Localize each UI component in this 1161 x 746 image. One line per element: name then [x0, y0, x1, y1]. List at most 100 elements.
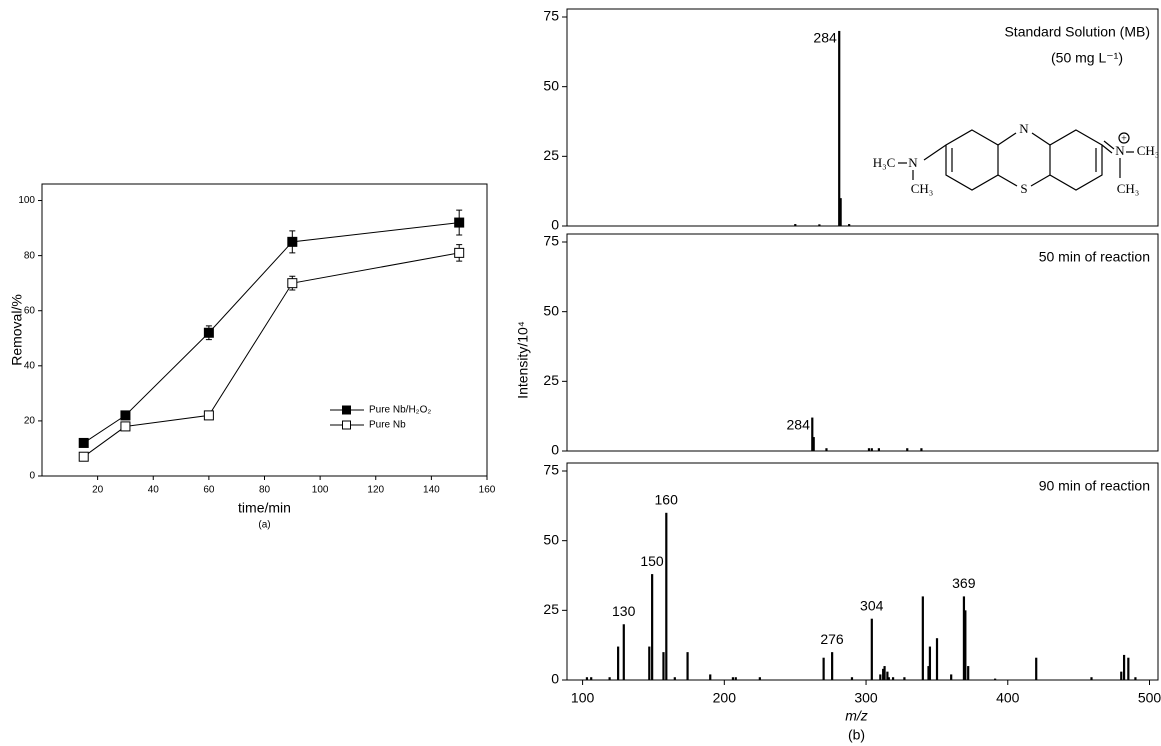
panel-title: Standard Solution (MB) [1004, 24, 1150, 40]
y-tick-label: 50 [543, 531, 559, 547]
peak [879, 674, 882, 680]
panel-frame [566, 233, 1159, 452]
peak [812, 437, 815, 451]
x-tick-label: 400 [996, 690, 1020, 706]
peak [935, 638, 939, 680]
atom-label: CH₃ [911, 181, 934, 196]
peak [651, 574, 654, 680]
peak [825, 448, 828, 451]
peak [686, 652, 689, 680]
bond [1030, 174, 1051, 187]
bond [997, 174, 1018, 187]
x-tick-label: 500 [1138, 690, 1161, 706]
peak [709, 674, 712, 680]
marker [454, 247, 465, 258]
y-axis-label: Removal/% [9, 294, 25, 366]
bond [997, 132, 1017, 146]
atom-label: N [908, 155, 918, 170]
x-tick-label: 100 [312, 485, 329, 496]
peak [838, 30, 841, 226]
x-axis-label: m/z [845, 708, 868, 724]
x-tick-label: 200 [713, 690, 737, 706]
peak [967, 666, 970, 680]
peak [662, 652, 665, 680]
legend-marker [342, 405, 351, 415]
peak [617, 646, 620, 680]
charge-circle [1118, 132, 1130, 144]
marker [287, 278, 298, 289]
x-tick-label: 100 [571, 690, 595, 706]
y-tick-label: 0 [551, 442, 559, 458]
caption: (a) [258, 520, 270, 531]
peak [964, 610, 967, 680]
y-tick-label: 40 [24, 360, 36, 371]
peak [920, 448, 923, 451]
ring [945, 129, 999, 191]
peak [1090, 677, 1093, 680]
peak-label: 369 [952, 575, 976, 591]
peak-label: 304 [860, 597, 884, 613]
bond [923, 144, 947, 161]
y-tick-label: 75 [543, 462, 559, 478]
y-tick-label: 0 [551, 671, 559, 687]
peak [848, 224, 851, 226]
marker [203, 327, 214, 338]
y-tick-label: 60 [24, 305, 36, 316]
peak [903, 677, 906, 680]
peak [673, 677, 676, 680]
atom-label: CH₃ [1137, 143, 1160, 158]
peak [1120, 671, 1123, 680]
peak-label: 284 [813, 30, 837, 46]
peak [928, 646, 932, 680]
peak [839, 198, 842, 226]
peak [994, 678, 997, 680]
peak-label: 150 [640, 553, 664, 569]
peak [921, 596, 924, 680]
panel-frame [566, 462, 1159, 681]
peak [590, 677, 593, 680]
y-tick-label: 25 [543, 147, 559, 163]
peak [648, 646, 651, 680]
atom-label: H₃C [873, 155, 896, 170]
marker [287, 236, 298, 247]
x-tick-label: 160 [479, 485, 496, 496]
peak-label: 130 [612, 603, 636, 619]
panel-title: 90 min of reaction [1039, 478, 1150, 494]
peak [887, 677, 890, 680]
legend-label: Pure Nb [369, 420, 406, 431]
peak [962, 596, 966, 680]
atom-label: CH₃ [1117, 181, 1140, 196]
caption: (b) [848, 727, 865, 743]
peak [850, 677, 854, 680]
y-tick-label: 20 [24, 416, 36, 427]
marker [78, 437, 89, 448]
x-tick-label: 20 [92, 485, 104, 496]
y-tick-label: 50 [543, 302, 559, 318]
marker [120, 421, 131, 432]
panel-frame [566, 8, 1159, 227]
x-tick-label: 80 [259, 485, 271, 496]
peak [608, 677, 611, 680]
x-tick-label: 140 [423, 485, 440, 496]
peak-label: 284 [787, 416, 811, 432]
marker [454, 217, 465, 228]
peak [927, 666, 930, 680]
peak [1035, 657, 1038, 680]
peak [1127, 657, 1130, 680]
mb-structure [898, 129, 1134, 191]
peak [1122, 654, 1126, 680]
peak [870, 448, 873, 451]
bond [1101, 144, 1113, 154]
bond [1031, 132, 1051, 146]
peak [818, 224, 821, 226]
peak [906, 448, 909, 451]
peak [883, 666, 886, 680]
peak [870, 618, 873, 680]
peak [831, 652, 834, 680]
y-tick-label: 0 [551, 217, 559, 233]
marker [120, 410, 131, 421]
y-tick-label: 0 [29, 471, 35, 482]
peak [867, 448, 871, 451]
peak [950, 674, 953, 680]
